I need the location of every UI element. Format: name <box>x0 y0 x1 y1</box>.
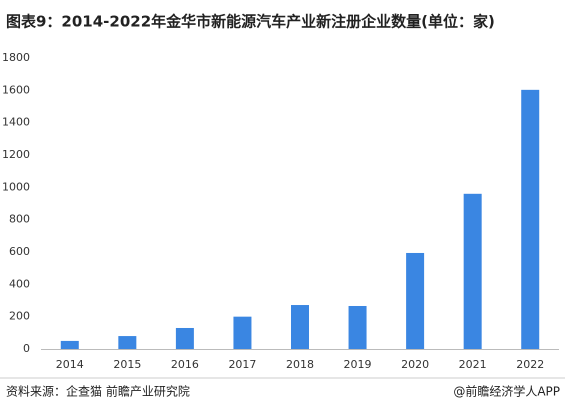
bar <box>291 305 309 349</box>
x-tick-label: 2022 <box>516 358 544 371</box>
y-tick-label: 1200 <box>2 148 30 161</box>
x-tick-label: 2020 <box>401 358 429 371</box>
x-tick-label: 2015 <box>113 358 141 371</box>
x-tick-label: 2017 <box>228 358 256 371</box>
bar <box>60 340 79 349</box>
x-tick-label: 2019 <box>344 358 372 371</box>
x-tick-label: 2014 <box>56 358 84 371</box>
bar <box>233 316 252 349</box>
bar <box>175 327 194 349</box>
x-tick-label: 2018 <box>286 358 314 371</box>
source: 资料来源：企查猫 前瞻产业研究院 <box>6 384 190 399</box>
chart-title: 图表9：2014-2022年金华市新能源汽车产业新注册企业数量(单位：家) <box>6 13 495 31</box>
y-tick-label: 400 <box>9 277 30 290</box>
bar <box>463 193 482 349</box>
y-tick-label: 1400 <box>2 116 30 129</box>
x-tick-label: 2021 <box>459 358 487 371</box>
y-tick-label: 600 <box>9 245 30 258</box>
y-tick-label: 200 <box>9 310 30 323</box>
y-tick-label: 1600 <box>2 83 30 96</box>
y-tick-label: 1800 <box>2 51 30 64</box>
bar <box>521 89 540 350</box>
y-tick-label: 0 <box>23 342 30 355</box>
x-tick-label: 2016 <box>171 358 199 371</box>
y-tick-label: 800 <box>9 213 30 226</box>
bar <box>406 252 425 349</box>
y-tick-label: 1000 <box>2 180 30 193</box>
credit: @前瞻经济学人APP <box>453 384 560 399</box>
bar <box>348 305 367 349</box>
bar <box>118 336 137 349</box>
